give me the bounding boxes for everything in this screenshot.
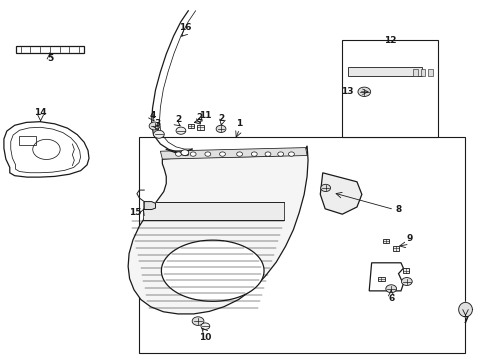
Text: 16: 16 xyxy=(178,23,191,32)
Polygon shape xyxy=(128,146,307,314)
Bar xyxy=(347,67,421,76)
Circle shape xyxy=(251,152,257,156)
Text: 15: 15 xyxy=(129,208,142,217)
Bar xyxy=(187,123,193,128)
Polygon shape xyxy=(144,202,155,210)
Text: 2: 2 xyxy=(175,115,181,124)
Bar xyxy=(427,69,432,76)
Circle shape xyxy=(320,184,330,192)
Text: 4: 4 xyxy=(149,111,156,120)
Circle shape xyxy=(385,285,396,293)
Bar xyxy=(19,136,36,145)
Bar xyxy=(16,46,84,53)
Circle shape xyxy=(149,122,160,130)
Circle shape xyxy=(153,130,164,138)
Bar xyxy=(197,125,203,130)
Circle shape xyxy=(192,317,203,325)
Bar xyxy=(412,69,417,76)
Circle shape xyxy=(277,152,283,156)
Circle shape xyxy=(288,152,294,156)
Circle shape xyxy=(216,125,225,132)
Text: 3: 3 xyxy=(154,119,160,128)
Text: 14: 14 xyxy=(34,108,47,117)
Polygon shape xyxy=(320,173,361,214)
Polygon shape xyxy=(160,148,306,159)
Text: 1: 1 xyxy=(236,119,242,128)
Bar xyxy=(378,276,384,282)
Text: 6: 6 xyxy=(387,294,393,303)
Text: 10: 10 xyxy=(199,333,211,342)
Circle shape xyxy=(190,152,196,156)
Bar xyxy=(142,202,283,220)
Text: 8: 8 xyxy=(394,205,401,214)
Circle shape xyxy=(264,152,270,156)
Text: 11: 11 xyxy=(199,111,211,120)
Polygon shape xyxy=(458,302,471,317)
Text: 12: 12 xyxy=(383,36,396,45)
Text: 5: 5 xyxy=(47,54,53,63)
Text: 7: 7 xyxy=(461,316,468,325)
Circle shape xyxy=(236,152,242,156)
Bar xyxy=(342,40,437,137)
Text: 9: 9 xyxy=(406,234,412,243)
Bar xyxy=(383,239,388,243)
Text: 2: 2 xyxy=(196,113,202,122)
Bar xyxy=(392,246,398,251)
Text: 2: 2 xyxy=(218,114,224,123)
Circle shape xyxy=(176,127,185,134)
Circle shape xyxy=(175,152,181,156)
Bar xyxy=(420,69,425,76)
Circle shape xyxy=(201,323,209,329)
Circle shape xyxy=(357,87,370,96)
Polygon shape xyxy=(161,240,264,301)
Bar xyxy=(139,137,464,353)
Bar xyxy=(402,269,408,273)
Circle shape xyxy=(204,152,210,156)
Circle shape xyxy=(401,278,411,285)
Circle shape xyxy=(219,152,225,156)
Text: 13: 13 xyxy=(340,87,352,96)
Circle shape xyxy=(181,150,188,156)
